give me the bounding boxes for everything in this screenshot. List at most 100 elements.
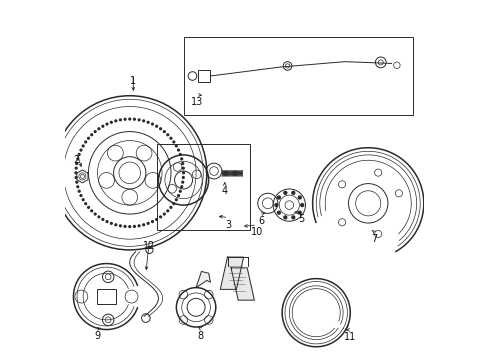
Circle shape	[170, 207, 171, 208]
Polygon shape	[230, 268, 254, 300]
Circle shape	[160, 216, 161, 218]
Circle shape	[142, 120, 144, 122]
Bar	[156, 144, 249, 230]
Circle shape	[284, 192, 286, 194]
Circle shape	[110, 222, 112, 224]
Circle shape	[110, 121, 112, 123]
Circle shape	[155, 125, 157, 127]
Circle shape	[87, 138, 89, 139]
Circle shape	[124, 225, 126, 227]
Circle shape	[75, 172, 77, 174]
Circle shape	[175, 145, 177, 147]
Text: 3: 3	[225, 220, 231, 230]
Circle shape	[151, 123, 153, 125]
Bar	[96, 289, 116, 304]
Circle shape	[78, 190, 80, 192]
Circle shape	[277, 211, 280, 214]
Circle shape	[163, 131, 165, 132]
Circle shape	[166, 134, 168, 136]
Circle shape	[128, 118, 130, 120]
Circle shape	[291, 216, 294, 219]
Circle shape	[177, 149, 179, 151]
Circle shape	[78, 153, 80, 155]
Circle shape	[75, 167, 77, 169]
Circle shape	[179, 190, 181, 192]
Circle shape	[291, 192, 294, 194]
Circle shape	[80, 195, 81, 197]
Circle shape	[160, 128, 161, 130]
Circle shape	[102, 219, 103, 220]
Circle shape	[298, 196, 301, 199]
Circle shape	[182, 167, 184, 169]
Circle shape	[163, 213, 165, 215]
Circle shape	[147, 222, 149, 224]
Text: 6: 6	[258, 216, 264, 226]
Circle shape	[182, 181, 183, 183]
Text: 1: 1	[130, 76, 136, 86]
Circle shape	[106, 221, 108, 222]
Circle shape	[98, 128, 100, 130]
Circle shape	[82, 145, 84, 147]
Circle shape	[179, 153, 181, 155]
Circle shape	[82, 199, 84, 201]
Text: 2: 2	[73, 155, 80, 165]
Circle shape	[138, 119, 140, 121]
Circle shape	[115, 224, 117, 226]
Text: 13: 13	[191, 97, 203, 107]
Circle shape	[173, 141, 174, 143]
Circle shape	[106, 123, 108, 125]
Circle shape	[182, 163, 183, 165]
Polygon shape	[220, 257, 243, 289]
Circle shape	[119, 119, 121, 121]
Circle shape	[91, 134, 92, 136]
Circle shape	[284, 216, 286, 219]
Bar	[198, 69, 210, 82]
Circle shape	[155, 219, 157, 220]
Circle shape	[80, 149, 81, 151]
Circle shape	[119, 225, 121, 227]
Circle shape	[77, 158, 79, 160]
Circle shape	[133, 118, 135, 120]
Circle shape	[94, 131, 96, 132]
Circle shape	[182, 172, 184, 174]
Text: 5: 5	[297, 215, 304, 224]
Text: 7: 7	[370, 234, 377, 244]
Circle shape	[84, 141, 86, 143]
Circle shape	[177, 195, 179, 197]
Text: 10: 10	[250, 227, 263, 237]
Circle shape	[166, 210, 168, 212]
Bar	[183, 37, 412, 116]
Polygon shape	[196, 271, 210, 288]
Circle shape	[175, 199, 177, 201]
Circle shape	[124, 118, 126, 120]
Circle shape	[87, 207, 89, 208]
Circle shape	[300, 204, 303, 207]
Circle shape	[75, 177, 77, 179]
Text: 9: 9	[94, 331, 101, 341]
Circle shape	[115, 120, 117, 122]
Text: 4: 4	[221, 186, 227, 196]
Circle shape	[298, 211, 301, 214]
Circle shape	[151, 221, 153, 222]
Circle shape	[133, 225, 135, 227]
Circle shape	[91, 210, 92, 212]
Circle shape	[128, 226, 130, 228]
Circle shape	[181, 158, 182, 160]
Circle shape	[76, 181, 78, 183]
Circle shape	[142, 224, 144, 226]
Circle shape	[102, 125, 103, 127]
Circle shape	[138, 225, 140, 227]
Circle shape	[84, 203, 86, 204]
Circle shape	[98, 216, 100, 218]
Circle shape	[170, 138, 171, 139]
Text: 11: 11	[344, 332, 356, 342]
Circle shape	[76, 163, 78, 165]
Circle shape	[277, 196, 280, 199]
Circle shape	[173, 203, 174, 204]
Circle shape	[77, 186, 79, 188]
Text: 12: 12	[143, 241, 155, 251]
Circle shape	[94, 213, 96, 215]
Circle shape	[274, 204, 277, 207]
Circle shape	[182, 177, 184, 179]
Text: 8: 8	[197, 331, 203, 341]
